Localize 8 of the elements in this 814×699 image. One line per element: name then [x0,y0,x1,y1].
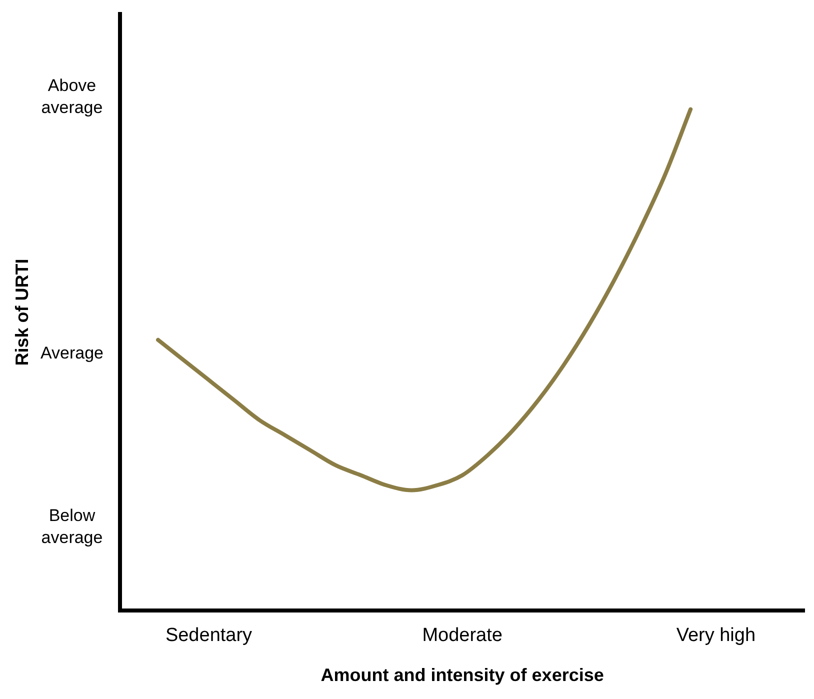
text: Below average [41,506,103,547]
text: Average [40,344,104,363]
x-tick-label: Moderate [422,625,502,646]
x-axis-title: Amount and intensity of exercise [320,665,604,686]
x-tick-label: Very high [676,625,756,646]
x-tick-label: Sedentary [165,625,253,646]
y-axis-title: Risk of URTI [12,258,32,366]
text: Above average [41,76,103,118]
